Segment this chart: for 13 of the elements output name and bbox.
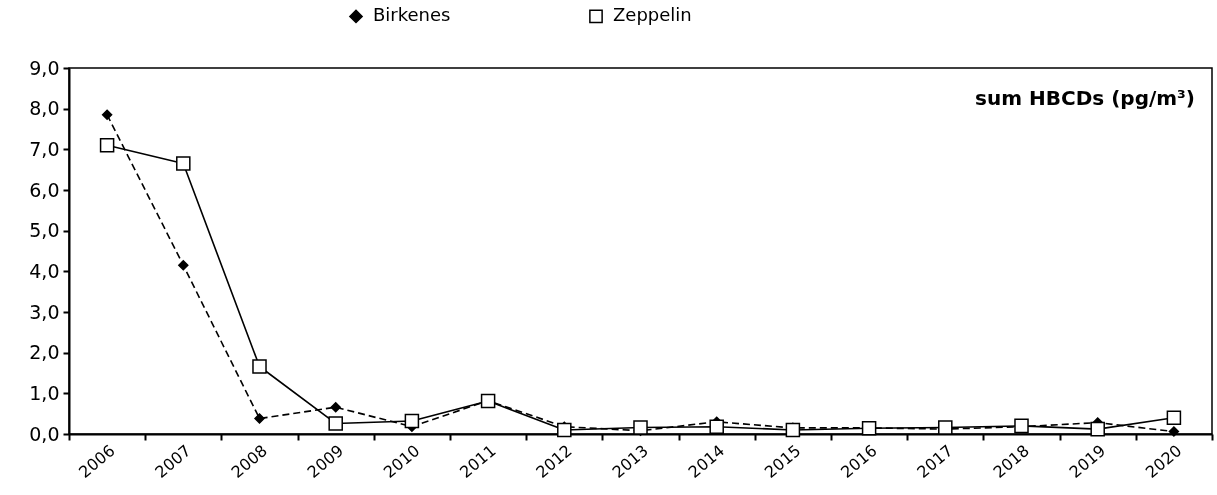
y-tick-label: 1,0 xyxy=(29,381,60,404)
y-tick-label: 0,0 xyxy=(29,422,60,445)
y-tick-label: 8,0 xyxy=(29,97,60,120)
y-tick-label: 3,0 xyxy=(29,300,60,323)
y-tick-label: 6,0 xyxy=(29,178,60,201)
legend-label: Birkenes xyxy=(373,4,451,26)
y-tick-label: 7,0 xyxy=(29,137,60,160)
y-tick-label: 5,0 xyxy=(29,219,60,242)
y-tick-label: 2,0 xyxy=(29,341,60,364)
legend-label: Zeppelin xyxy=(613,4,692,26)
y-tick-label: 9,0 xyxy=(29,56,60,79)
text: sum HBCDs (pg/m³) xyxy=(975,86,1195,110)
y-tick-label: 4,0 xyxy=(29,259,60,282)
